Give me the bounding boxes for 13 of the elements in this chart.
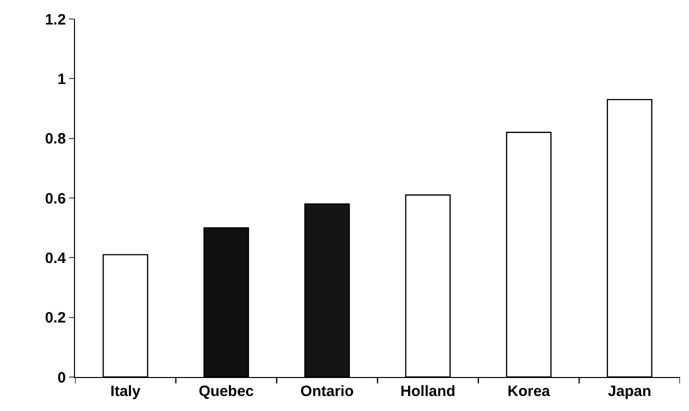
y-tick-label: 0 (57, 369, 66, 386)
y-tick-label: 0.8 (44, 130, 66, 148)
x-tick-label: Japan (608, 383, 652, 400)
x-tick-label: Quebec (198, 383, 254, 400)
y-tick-label: 0.6 (44, 190, 66, 208)
y-tick-label: 0.4 (44, 250, 66, 267)
y-tick-label: 1 (57, 70, 66, 88)
x-tick-label: Ontario (300, 383, 354, 400)
y-tick-label: 0.2 (44, 310, 66, 327)
x-tick-label: Korea (507, 383, 551, 400)
y-tick-label: 1.2 (44, 11, 66, 28)
x-tick-label: Italy (110, 383, 142, 400)
x-tick-label: Holland (400, 383, 456, 400)
